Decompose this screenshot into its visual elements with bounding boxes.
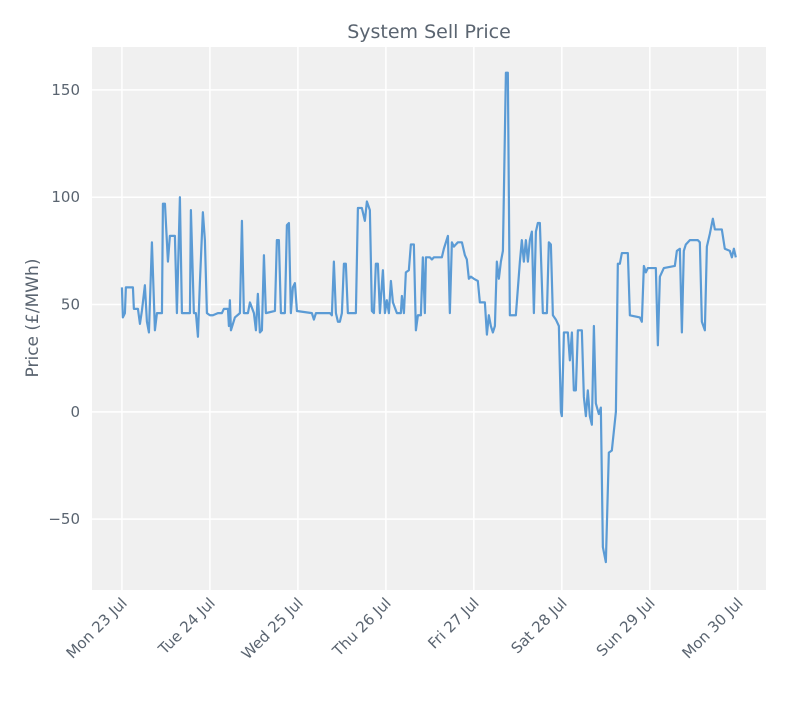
y-tick-label: 0 — [70, 403, 80, 421]
plot-area — [92, 47, 766, 590]
x-tick-label: Sun 29 Jul — [593, 594, 659, 660]
x-tick-label: Mon 30 Jul — [679, 594, 747, 662]
y-tick-label: 150 — [51, 81, 80, 99]
chart-title: System Sell Price — [347, 21, 511, 43]
y-tick-label: −50 — [48, 510, 80, 528]
x-tick-label: Tue 24 Jul — [154, 594, 219, 659]
x-tick-label: Mon 23 Jul — [63, 594, 131, 662]
y-axis-label: Price (£/MWh) — [23, 259, 43, 378]
x-tick-label: Fri 27 Jul — [424, 594, 482, 652]
y-tick-label: 50 — [61, 296, 80, 314]
price-line — [120, 71, 737, 564]
x-tick-label: Thu 26 Jul — [328, 594, 394, 660]
x-tick-label: Sat 28 Jul — [508, 594, 571, 657]
x-tick-label: Wed 25 Jul — [238, 594, 307, 663]
y-tick-label: 100 — [51, 188, 80, 206]
